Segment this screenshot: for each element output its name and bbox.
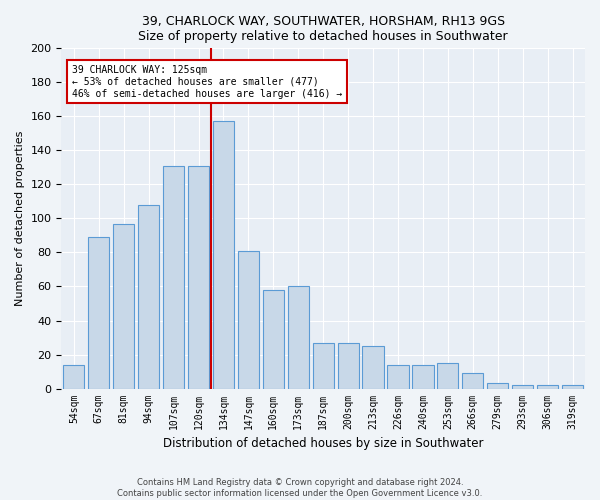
Bar xyxy=(487,384,508,388)
Bar xyxy=(388,364,409,388)
Bar xyxy=(138,205,159,388)
Title: 39, CHARLOCK WAY, SOUTHWATER, HORSHAM, RH13 9GS
Size of property relative to det: 39, CHARLOCK WAY, SOUTHWATER, HORSHAM, R… xyxy=(139,15,508,43)
Bar xyxy=(213,122,234,388)
Bar xyxy=(163,166,184,388)
Text: 39 CHARLOCK WAY: 125sqm
← 53% of detached houses are smaller (477)
46% of semi-d: 39 CHARLOCK WAY: 125sqm ← 53% of detache… xyxy=(72,66,342,98)
Bar xyxy=(537,385,558,388)
Bar xyxy=(313,342,334,388)
Bar xyxy=(412,364,434,388)
Bar xyxy=(263,290,284,388)
Bar xyxy=(287,286,309,388)
X-axis label: Distribution of detached houses by size in Southwater: Distribution of detached houses by size … xyxy=(163,437,484,450)
Bar xyxy=(462,373,484,388)
Bar xyxy=(88,237,109,388)
Bar xyxy=(437,363,458,388)
Bar xyxy=(562,385,583,388)
Y-axis label: Number of detached properties: Number of detached properties xyxy=(15,131,25,306)
Bar xyxy=(63,364,85,388)
Bar xyxy=(188,166,209,388)
Bar xyxy=(113,224,134,388)
Bar xyxy=(512,385,533,388)
Bar xyxy=(362,346,383,389)
Bar xyxy=(238,251,259,388)
Text: Contains HM Land Registry data © Crown copyright and database right 2024.
Contai: Contains HM Land Registry data © Crown c… xyxy=(118,478,482,498)
Bar xyxy=(338,342,359,388)
